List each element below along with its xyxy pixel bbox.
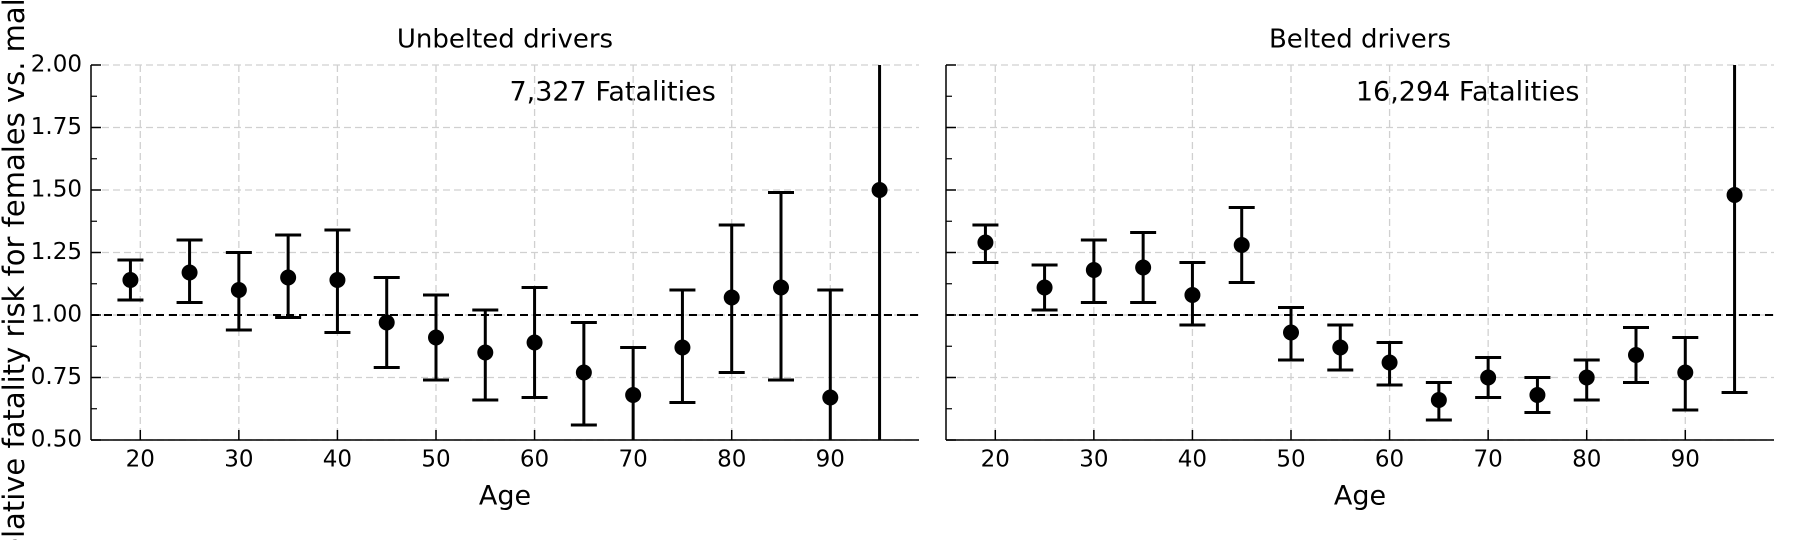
- y-tick-label: 2.00: [31, 52, 82, 78]
- y-tick-label: 1.50: [31, 177, 82, 203]
- y-tick-label: 1.75: [31, 114, 82, 140]
- data-point: [477, 344, 494, 361]
- data-point: [1036, 279, 1053, 296]
- panel: Belted drivers Age 16,294 Fatalities 20 30 40…: [945, 25, 1774, 512]
- data-point: [1085, 262, 1102, 278]
- data-point: [1135, 259, 1152, 276]
- data-point: [1381, 354, 1398, 371]
- data-point: [1283, 324, 1299, 341]
- plot-area: [972, 65, 1748, 422]
- x-tick-label: 80: [717, 447, 746, 473]
- data-point: [1430, 392, 1447, 408]
- y-tick-label: 1.00: [31, 302, 82, 328]
- data-point: [428, 329, 444, 346]
- panel-title: Unbelted drivers: [397, 25, 613, 55]
- y-axis-label: Relative fatality risk for females vs. m…: [0, 0, 31, 540]
- data-point: [1726, 187, 1743, 203]
- x-tick-label: 60: [520, 447, 549, 473]
- panel-title: Belted drivers: [1269, 25, 1451, 55]
- data-point: [773, 279, 789, 296]
- data-point: [1529, 387, 1546, 403]
- data-point: [329, 272, 346, 288]
- x-tick-label: 80: [1572, 447, 1601, 473]
- data-point: [1628, 347, 1644, 363]
- data-point: [977, 234, 994, 251]
- x-tick-label: 50: [421, 447, 450, 473]
- x-axis-label: Age: [479, 481, 531, 512]
- data-point: [1184, 287, 1201, 303]
- y-tick-label: 0.75: [31, 364, 82, 390]
- y-tick-label: 0.50: [31, 427, 82, 453]
- panel: Unbelted drivers Age 7,327 Fatalities 0.50 0…: [31, 25, 919, 512]
- data-point: [674, 339, 691, 356]
- data-point: [230, 282, 247, 298]
- data-point: [122, 272, 139, 288]
- data-point: [1332, 339, 1349, 356]
- data-point: [625, 387, 642, 403]
- annotation: 7,327 Fatalities: [509, 77, 715, 108]
- annotation: 16,294 Fatalities: [1356, 77, 1580, 108]
- data-point: [378, 314, 395, 331]
- x-tick-label: 40: [1178, 447, 1207, 473]
- y-tick-label: 1.25: [31, 239, 82, 265]
- data-point: [822, 389, 839, 406]
- x-tick-label: 20: [126, 447, 155, 473]
- data-point: [1677, 364, 1694, 381]
- x-tick-label: 20: [981, 447, 1010, 473]
- plot-area: [117, 65, 888, 440]
- x-tick-label: 60: [1375, 447, 1404, 473]
- data-point: [181, 264, 198, 281]
- x-tick-label: 40: [323, 447, 352, 473]
- data-point: [280, 269, 297, 286]
- x-tick-label: 70: [619, 447, 648, 473]
- data-point: [871, 182, 888, 198]
- x-tick-label: 50: [1276, 447, 1305, 473]
- data-point: [1480, 369, 1497, 386]
- x-tick-label: 30: [224, 447, 253, 473]
- data-point: [526, 334, 543, 351]
- data-point: [1233, 237, 1250, 253]
- data-point: [1578, 369, 1595, 386]
- x-axis-label: Age: [1334, 481, 1386, 512]
- data-point: [723, 289, 740, 306]
- data-point: [575, 364, 592, 381]
- x-tick-label: 30: [1079, 447, 1108, 473]
- x-tick-label: 90: [816, 447, 845, 473]
- x-tick-label: 70: [1474, 447, 1503, 473]
- x-tick-label: 90: [1671, 447, 1700, 473]
